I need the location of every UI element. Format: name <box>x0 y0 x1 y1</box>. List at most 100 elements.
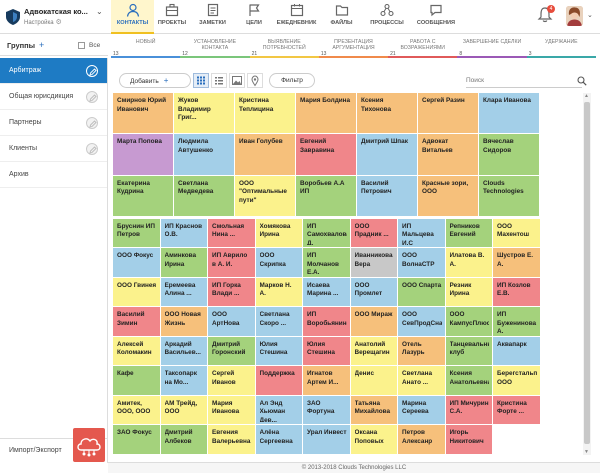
contact-tile[interactable]: Репников Евгений <box>445 218 492 248</box>
filter-button[interactable]: Фильтр <box>269 73 315 88</box>
contact-tile[interactable]: Хомякова Ирина <box>255 218 302 248</box>
stage-tab-6[interactable]: УДЕРЖАНИЕ 3 <box>526 34 596 58</box>
add-group-button[interactable]: + <box>39 40 45 50</box>
nav-item-3[interactable]: ЦЕЛИ <box>235 0 273 34</box>
contact-tile[interactable]: ООО Махентош <box>493 218 540 248</box>
contact-tile[interactable]: Танцевальный клуб <box>445 336 492 366</box>
contact-tile[interactable]: Иванникова Вера <box>350 248 397 277</box>
contact-tile[interactable]: Людмила Автушенко <box>174 134 234 175</box>
import-export-link[interactable]: Импорт/Экспорт <box>0 438 108 463</box>
scroll-down-icon[interactable]: ▼ <box>584 449 589 455</box>
contact-tile[interactable]: Ксения Анатольевна <box>445 366 492 395</box>
contact-tile[interactable]: ООО АртНова <box>208 307 255 336</box>
contact-tile[interactable]: Алёна Сергеевна <box>255 425 302 454</box>
stage-tab-0[interactable]: НОВЫЙ 13 <box>111 34 181 58</box>
grid-view-button[interactable] <box>193 73 209 88</box>
contact-tile[interactable]: Марта Попова <box>113 134 173 175</box>
sidebar-group-2[interactable]: Партнеры <box>0 110 107 136</box>
contact-tile[interactable]: Ксения Тихонова <box>357 93 417 134</box>
edit-icon[interactable] <box>86 117 98 129</box>
contact-tile[interactable]: Илатова В. А. <box>445 248 492 277</box>
contact-tile[interactable]: ООО Скрипка <box>255 248 302 277</box>
image-view-button[interactable] <box>229 73 245 88</box>
contact-tile[interactable]: Отель Лазурь <box>398 336 445 366</box>
contact-tile[interactable]: ИП Самохвалова Д. <box>303 218 350 248</box>
nav-item-6[interactable]: ПРОЦЕССЫ <box>363 0 411 34</box>
list-view-button[interactable] <box>211 73 227 88</box>
contact-tile[interactable]: Бруснин ИП Петров <box>113 218 160 248</box>
contact-tile[interactable]: Юлия Стешина <box>303 336 350 366</box>
contact-tile[interactable]: Аркадий Васильев... <box>160 336 207 366</box>
contact-tile[interactable]: Анатолий Верещагин <box>350 336 397 366</box>
contact-tile[interactable]: Екатерина Кудрина <box>113 175 173 216</box>
contact-tile[interactable]: Резник Ирина <box>445 277 492 307</box>
edit-icon[interactable] <box>86 65 98 77</box>
contact-tile[interactable]: Ал Энд Хьюман Дев... <box>255 395 302 425</box>
avatar[interactable] <box>566 6 583 26</box>
contact-tile[interactable]: Адвокат Витальев <box>418 134 478 175</box>
contact-tile[interactable]: Клара Иванова <box>479 93 539 134</box>
stage-tab-2[interactable]: ВЫЯВЛЕНИЕ ПОТРЕБНОСТЕЙ 21 <box>249 34 319 58</box>
stage-tab-5[interactable]: ЗАВЕРШЕНИЕ СДЕЛКИ 8 <box>457 34 527 58</box>
contact-tile[interactable]: Оксана Поповых <box>350 425 397 454</box>
search-icon[interactable] <box>577 76 587 86</box>
contact-tile[interactable]: Татьяна Михайлова <box>350 395 397 425</box>
contact-tile[interactable]: ООО Гвинея <box>113 277 160 307</box>
contact-tile[interactable]: ООО "Оптимальные пути" <box>235 175 295 216</box>
contact-tile[interactable]: ИП Краснов О.В. <box>160 218 207 248</box>
contact-tile[interactable]: Марина Сереева <box>398 395 445 425</box>
contact-tile[interactable]: Игорь Никитович <box>445 425 492 454</box>
contact-tile[interactable]: ИП Аврило в А. И. <box>208 248 255 277</box>
contact-tile[interactable]: Денис <box>350 366 397 395</box>
contact-tile[interactable]: ИП Буженинова А. <box>493 307 540 336</box>
all-checkbox[interactable] <box>78 42 85 49</box>
contact-tile[interactable]: Кристина Форте ... <box>493 395 540 425</box>
chevron-down-icon[interactable]: ⌄ <box>587 12 593 19</box>
contact-tile[interactable]: ИП Мичурин С.А. <box>445 395 492 425</box>
scroll-up-icon[interactable]: ▲ <box>584 93 589 99</box>
edit-icon[interactable] <box>86 91 98 103</box>
contact-tile[interactable]: ООО СевПродСнаб <box>398 307 445 336</box>
scrollbar[interactable]: ▲ ▼ <box>583 93 591 455</box>
nav-item-0[interactable]: КОНТАКТЫ <box>111 0 154 34</box>
contact-tile[interactable]: ООО Промлет <box>350 277 397 307</box>
contact-tile[interactable]: Светлана Медведева <box>174 175 234 216</box>
contact-tile[interactable]: Светлана Скоро ... <box>255 307 302 336</box>
search-input[interactable] <box>466 73 582 88</box>
nav-item-4[interactable]: ЕЖЕДНЕВНИК <box>273 0 320 34</box>
contact-tile[interactable]: Жуков Владимир Григ... <box>174 93 234 134</box>
contact-tile[interactable]: ООО Мираж <box>350 307 397 336</box>
settings-link[interactable]: Настройка ⚙ <box>24 18 62 26</box>
contact-tile[interactable]: АМ Трейд, ООО <box>160 395 207 425</box>
contact-tile[interactable]: ИП Козлов Е.В. <box>493 277 540 307</box>
edit-icon[interactable] <box>86 143 98 155</box>
contact-tile[interactable]: Юлия Стешина <box>255 336 302 366</box>
map-view-button[interactable] <box>247 73 263 88</box>
stage-tab-1[interactable]: УСТАНОВЛЕНИЕ КОНТАКТА 12 <box>180 34 250 58</box>
contact-tile[interactable]: Берегстальпо, ООО <box>493 366 540 395</box>
contact-tile[interactable]: ИП Мальцева И.С <box>398 218 445 248</box>
contact-tile[interactable]: Красные зори, ООО <box>418 175 478 216</box>
contact-tile[interactable]: Амитек, ООО, ООО <box>113 395 160 425</box>
stage-tab-4[interactable]: РАБОТА С ВОЗРАЖЕНИЯМИ 21 <box>388 34 458 58</box>
contact-tile[interactable]: Еремеева Алина ... <box>160 277 207 307</box>
chevron-down-icon[interactable]: ⌄ <box>96 7 103 16</box>
contact-tile[interactable]: Дмитрий Горонский <box>208 336 255 366</box>
contact-tile[interactable]: ООО КампусПлюс <box>445 307 492 336</box>
nav-item-5[interactable]: ФАЙЛЫ <box>320 0 363 34</box>
contact-tile[interactable]: Аквапарк <box>493 336 540 366</box>
contact-tile[interactable]: Вячеслав Сидоров <box>479 134 539 175</box>
contact-tile[interactable]: Кристина Теплицина <box>235 93 295 134</box>
scroll-thumb[interactable] <box>584 102 590 444</box>
contact-tile[interactable]: Clouds Technologies <box>479 175 539 216</box>
contact-tile[interactable]: Иван Голубев <box>235 134 295 175</box>
contact-tile[interactable]: Дмитрий Шпак <box>357 134 417 175</box>
contact-tile[interactable]: ИП Горка Влади ... <box>208 277 255 307</box>
contact-tile[interactable]: Алексей Коломакин <box>113 336 160 366</box>
add-contact-button[interactable]: Добавить + <box>119 73 191 88</box>
sidebar-group-3[interactable]: Клиенты <box>0 136 107 162</box>
contact-tile[interactable]: Воробьев А.А ИП <box>296 175 356 216</box>
contact-tile[interactable]: ЗАО Фокус <box>113 425 160 454</box>
contact-tile[interactable]: Смирнов Юрий Иванович <box>113 93 173 134</box>
contact-tile[interactable]: ЗАО Фортуна <box>303 395 350 425</box>
